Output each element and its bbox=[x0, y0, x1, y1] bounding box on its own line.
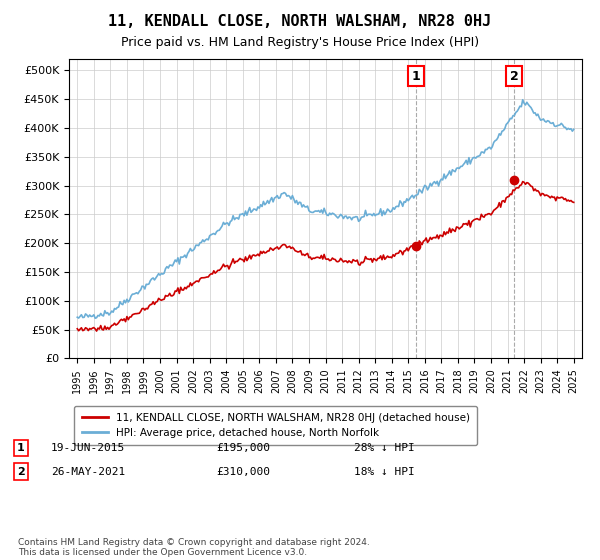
Text: 28% ↓ HPI: 28% ↓ HPI bbox=[354, 443, 415, 453]
Text: 2: 2 bbox=[510, 69, 518, 82]
Text: 18% ↓ HPI: 18% ↓ HPI bbox=[354, 466, 415, 477]
Text: Price paid vs. HM Land Registry's House Price Index (HPI): Price paid vs. HM Land Registry's House … bbox=[121, 36, 479, 49]
Text: 1: 1 bbox=[17, 443, 25, 453]
Text: £310,000: £310,000 bbox=[216, 466, 270, 477]
Text: Contains HM Land Registry data © Crown copyright and database right 2024.
This d: Contains HM Land Registry data © Crown c… bbox=[18, 538, 370, 557]
Text: 1: 1 bbox=[412, 69, 421, 82]
Text: 2: 2 bbox=[17, 466, 25, 477]
Text: 11, KENDALL CLOSE, NORTH WALSHAM, NR28 0HJ: 11, KENDALL CLOSE, NORTH WALSHAM, NR28 0… bbox=[109, 14, 491, 29]
Text: £195,000: £195,000 bbox=[216, 443, 270, 453]
Legend: 11, KENDALL CLOSE, NORTH WALSHAM, NR28 0HJ (detached house), HPI: Average price,: 11, KENDALL CLOSE, NORTH WALSHAM, NR28 0… bbox=[74, 405, 477, 445]
Text: 19-JUN-2015: 19-JUN-2015 bbox=[51, 443, 125, 453]
Text: 26-MAY-2021: 26-MAY-2021 bbox=[51, 466, 125, 477]
